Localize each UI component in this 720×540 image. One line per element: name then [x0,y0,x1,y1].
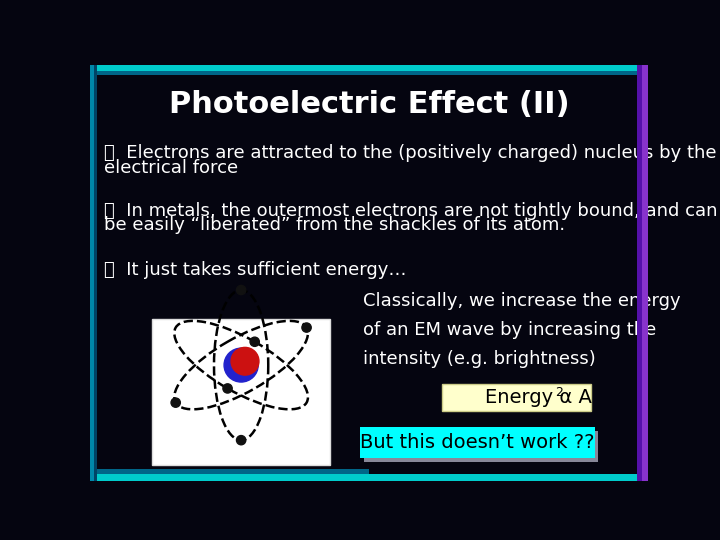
Text: Photoelectric Effect (II): Photoelectric Effect (II) [168,90,570,119]
Text: electrical force: electrical force [104,159,238,177]
Bar [94,65,97,481]
Circle shape [236,286,246,295]
Bar [152,319,330,465]
Bar [90,65,648,71]
Circle shape [302,323,311,332]
Text: ⬜  It just takes sufficient energy…: ⬜ It just takes sufficient energy… [104,261,407,279]
Text: be easily “liberated” from the shackles of its atom.: be easily “liberated” from the shackles … [104,217,565,234]
Circle shape [236,436,246,445]
Circle shape [224,348,258,382]
Bar [642,65,648,481]
FancyBboxPatch shape [442,383,590,411]
Circle shape [223,384,233,393]
Text: ⬜  Electrons are attracted to the (positively charged) nucleus by the: ⬜ Electrons are attracted to the (positi… [104,144,716,162]
Text: Energy α A: Energy α A [485,388,592,407]
Bar [90,71,648,75]
Text: But this doesn’t work ??: But this doesn’t work ?? [360,434,595,453]
Circle shape [231,347,259,375]
Text: Classically, we increase the energy
of an EM wave by increasing the
intensity (e: Classically, we increase the energy of a… [363,292,680,368]
FancyBboxPatch shape [364,431,598,462]
Bar [637,65,642,481]
Text: 2: 2 [555,386,563,399]
Bar [90,469,369,475]
FancyBboxPatch shape [361,428,595,458]
Text: ⬜  In metals, the outermost electrons are not tightly bound, and can: ⬜ In metals, the outermost electrons are… [104,202,717,220]
Circle shape [250,337,259,346]
Bar [90,475,648,481]
Bar [90,65,94,481]
Circle shape [171,398,180,407]
